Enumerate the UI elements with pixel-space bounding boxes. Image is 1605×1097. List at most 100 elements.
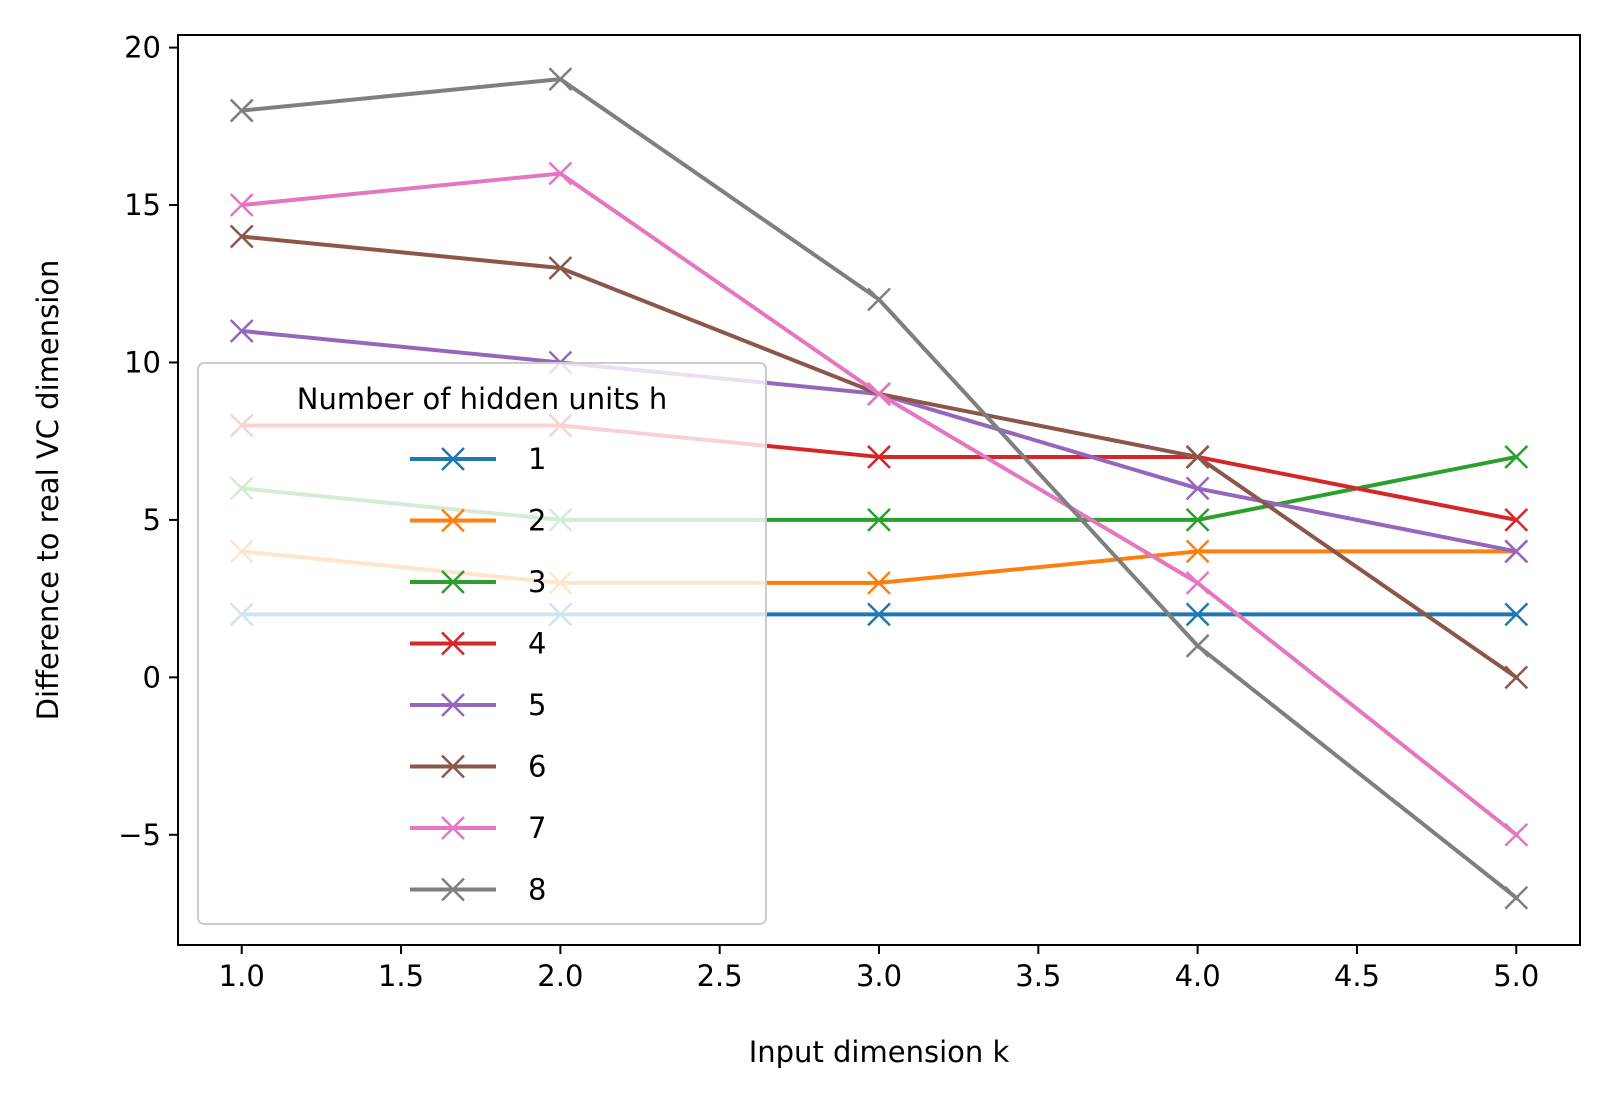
point-marker [867,602,891,627]
legend-item: 1 [410,442,546,476]
point-marker [1185,445,1210,469]
data-point [1185,445,1210,469]
legend-item: 8 [410,873,546,907]
series-8 [229,67,1529,910]
y-tick-label: 15 [124,188,161,222]
point-marker [1504,539,1529,564]
legend-item: 3 [410,565,546,599]
y-axis: −5 0 5 10 15 20 [118,31,178,852]
data-point [867,382,891,406]
legend-label: 8 [528,873,546,907]
x-tick-label: 5.0 [1493,959,1539,993]
point-marker [1185,633,1210,658]
data-point [548,256,573,280]
point-marker [229,193,254,217]
data-point [867,287,891,312]
point-marker [1504,602,1529,627]
legend-label: 1 [528,442,546,476]
legend-marker [441,570,465,594]
data-point [1185,476,1210,501]
legend-marker [441,877,465,902]
legend-marker [441,508,465,533]
data-point [1504,539,1529,564]
legend-label: 7 [528,811,546,845]
point-marker [867,287,891,312]
legend-item: 4 [410,627,546,661]
point-marker [1185,476,1210,501]
y-axis-label: Difference to real VC dimension [31,260,65,721]
point-marker [1185,539,1210,564]
data-point [1504,445,1529,469]
point-marker [548,256,573,280]
point-marker [229,224,254,249]
legend-marker [441,693,465,717]
legend-label: 2 [528,504,546,538]
data-point [229,319,254,343]
data-point [1504,508,1529,532]
legend-item: 5 [410,688,546,722]
x-tick-label: 1.0 [219,959,265,993]
legend-label: 6 [528,750,546,784]
x-axis-label: Input dimension k [749,1035,1010,1069]
point-marker [867,382,891,406]
legend-label: 5 [528,688,546,722]
point-marker [867,571,891,595]
data-point [1185,602,1210,627]
legend-title: Number of hidden units h [297,382,667,416]
point-marker [1504,508,1529,532]
data-point [867,571,891,595]
data-point [548,67,573,91]
data-point [1504,822,1529,847]
x-tick-label: 3.5 [1015,959,1061,993]
point-marker [1504,445,1529,469]
y-tick-label: 20 [124,31,161,65]
legend-item: 7 [410,811,546,845]
data-point [867,508,891,532]
y-tick-label: −5 [118,818,161,852]
legend-item: 6 [410,750,546,784]
data-point [229,193,254,217]
x-tick-label: 1.5 [378,959,424,993]
data-point [1504,665,1529,690]
y-tick-label: 5 [143,503,161,537]
data-point [548,161,573,186]
point-marker [1504,822,1529,847]
legend-marker [441,754,465,779]
point-marker [1185,571,1210,595]
point-marker [1504,665,1529,690]
data-point [867,445,891,469]
data-point [229,224,254,249]
x-tick-label: 3.0 [856,959,902,993]
data-point [1504,885,1529,910]
data-point [1185,539,1210,564]
point-marker [548,161,573,186]
x-tick-label: 4.5 [1334,959,1380,993]
point-marker [229,319,254,343]
legend-item: 2 [410,504,546,538]
data-point [1504,602,1529,627]
point-marker [229,98,254,123]
point-marker [1185,602,1210,627]
data-point [867,602,891,627]
x-tick-label: 4.0 [1175,959,1221,993]
data-point [229,98,254,123]
legend: Number of hidden units h 1 2 3 4 5 6 7 8 [197,362,767,925]
legend-marker [441,447,465,471]
x-tick-label: 2.0 [537,959,583,993]
x-tick-label: 2.5 [697,959,743,993]
data-point [1185,633,1210,658]
legend-marker [441,816,465,840]
data-point [1185,508,1210,532]
point-marker [1185,508,1210,532]
point-marker [1504,885,1529,910]
point-marker [548,67,573,91]
y-tick-label: 10 [124,345,161,379]
point-marker [867,445,891,469]
legend-label: 4 [528,627,546,661]
legend-label: 3 [528,565,546,599]
data-point [1185,571,1210,595]
series-7 [229,161,1529,847]
x-axis: 1.0 1.5 2.0 2.5 3.0 3.5 4.0 4.5 5.0 [219,945,1539,993]
point-marker [867,508,891,532]
